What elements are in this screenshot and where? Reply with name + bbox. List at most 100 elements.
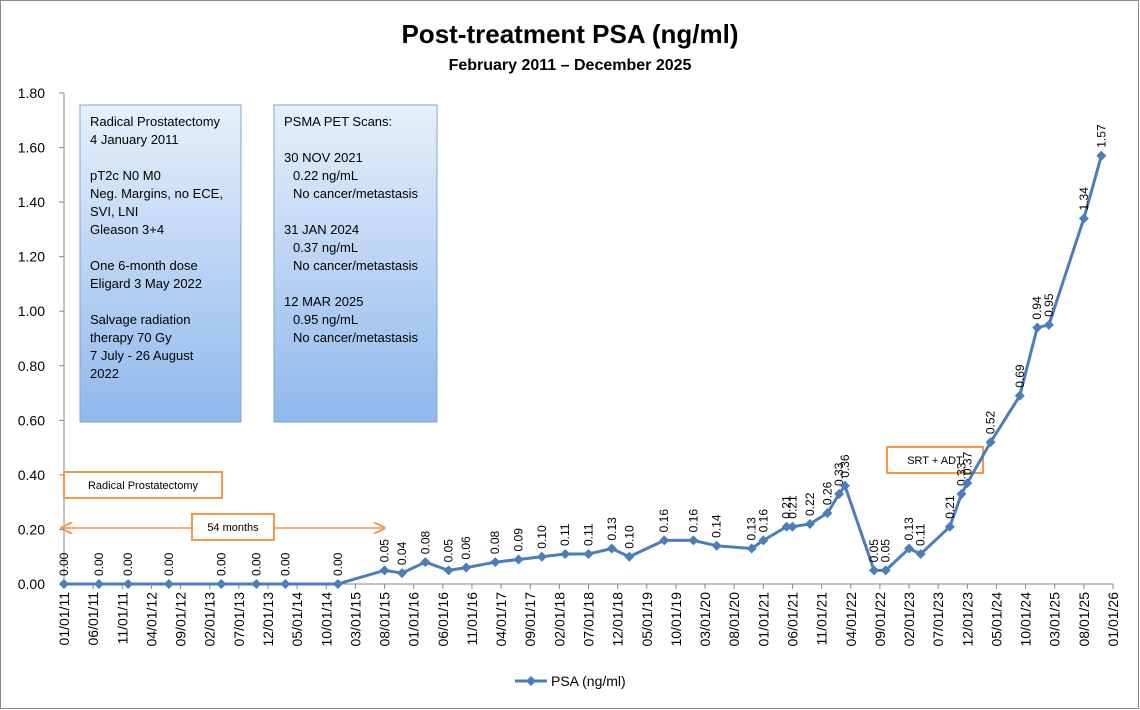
data-label: 0.37 (960, 451, 974, 475)
annotation: 54 months (207, 522, 259, 534)
data-label: 0.09 (512, 528, 526, 552)
data-label: 0.94 (1030, 296, 1044, 320)
info-text: 0.22 ng/mL (293, 168, 358, 183)
info-text: 0.95 ng/mL (293, 312, 358, 327)
x-tick-label: 08/01/25 (1076, 592, 1092, 647)
data-point (490, 557, 501, 568)
data-point (711, 540, 722, 551)
data-point (216, 579, 227, 589)
info-box (79, 104, 242, 423)
data-label: 0.21 (785, 495, 799, 519)
data-label: 0.05 (879, 539, 893, 563)
x-tick-label: 01/01/21 (755, 592, 771, 647)
x-tick-label: 06/01/21 (784, 592, 800, 647)
info-text: 4 January 2011 (90, 132, 179, 147)
data-point (560, 548, 571, 559)
data-point (822, 508, 833, 519)
data-label: 1.34 (1077, 187, 1091, 211)
data-point (985, 437, 996, 448)
info-text: therapy 70 Gy (90, 330, 172, 345)
y-tick-label: 0.80 (18, 358, 45, 374)
data-label: 0.14 (710, 514, 724, 538)
x-tick-label: 10/01/24 (1018, 592, 1034, 647)
info-text: pT2c N0 M0 (90, 168, 161, 183)
data-point (839, 480, 850, 491)
info-text: Neg. Margins, no ECE, (90, 186, 223, 201)
data-label: 1.57 (1094, 124, 1108, 148)
data-label: 0.52 (984, 410, 998, 434)
x-tick-label: 07/01/23 (930, 592, 946, 647)
chart-title: Post-treatment PSA (ng/ml) (401, 19, 738, 49)
data-label: 0.21 (943, 495, 957, 519)
data-point (781, 521, 792, 532)
x-tick-label: 02/01/13 (202, 592, 218, 647)
data-label: 0.10 (535, 525, 549, 549)
data-point (583, 548, 594, 559)
data-point (93, 579, 104, 589)
x-tick-label: 06/01/16 (435, 592, 451, 647)
data-point (332, 579, 343, 589)
data-point (787, 521, 798, 532)
annotation: Radical Prostatectomy (88, 480, 199, 492)
data-label: 0.00 (249, 552, 263, 576)
x-tick-label: 08/01/15 (377, 592, 393, 647)
data-label: 0.05 (442, 539, 456, 563)
data-label: 0.16 (756, 509, 770, 533)
info-text: Salvage radiation (90, 312, 190, 327)
annotation: SRT + ADT (907, 455, 963, 467)
x-tick-label: 12/01/18 (610, 592, 626, 647)
data-label: 0.00 (214, 552, 228, 576)
data-point (163, 579, 174, 589)
info-text: Radical Prostatectomy (90, 114, 221, 129)
data-label: 0.05 (378, 539, 392, 563)
info-text: 31 JAN 2024 (284, 222, 359, 237)
data-point (379, 565, 390, 576)
info-text: PSMA PET Scans: (284, 114, 392, 129)
y-tick-label: 0.60 (18, 412, 45, 428)
data-label: 0.69 (1013, 364, 1027, 388)
x-tick-label: 03/01/15 (347, 592, 363, 647)
info-box (273, 104, 438, 423)
info-text: 0.37 ng/mL (293, 240, 358, 255)
data-point (536, 551, 547, 562)
data-label: 0.08 (488, 530, 502, 554)
annotation-box (886, 446, 984, 474)
x-tick-label: 06/01/11 (85, 592, 101, 646)
data-point (869, 565, 880, 576)
x-tick-label: 10/01/19 (668, 592, 684, 647)
info-text: Gleason 3+4 (90, 222, 164, 237)
info-text: 2022 (90, 366, 119, 381)
y-tick-label: 0.20 (18, 521, 45, 537)
data-label: 0.06 (459, 536, 473, 560)
data-point (1078, 213, 1089, 224)
data-point (123, 579, 134, 589)
data-point (804, 518, 815, 529)
data-point (624, 551, 635, 562)
data-point (962, 478, 973, 489)
x-tick-label: 09/01/17 (522, 592, 538, 647)
y-tick-label: 1.40 (18, 194, 45, 210)
data-point (915, 548, 926, 559)
x-tick-label: 12/01/23 (959, 592, 975, 647)
data-label: 0.33 (954, 462, 968, 486)
x-tick-label: 08/01/20 (726, 592, 742, 647)
x-tick-label: 02/01/23 (901, 592, 917, 647)
legend-marker (526, 676, 536, 686)
data-label: 0.26 (820, 481, 834, 505)
data-point (688, 535, 699, 546)
data-point (59, 579, 69, 589)
data-point (443, 565, 454, 576)
info-text: No cancer/metastasis (293, 330, 418, 345)
data-point (1014, 390, 1025, 401)
series-line (64, 155, 1103, 586)
x-tick-label: 07/01/18 (581, 592, 597, 647)
y-tick-label: 1.60 (18, 140, 45, 156)
legend-label: PSA (ng/ml) (551, 673, 626, 689)
data-point (880, 565, 891, 576)
y-tick-label: 0.40 (18, 467, 45, 483)
data-point (251, 579, 262, 589)
data-label: 0.11 (914, 523, 928, 546)
data-label: 0.05 (867, 539, 881, 563)
data-label: 0.00 (92, 552, 106, 576)
